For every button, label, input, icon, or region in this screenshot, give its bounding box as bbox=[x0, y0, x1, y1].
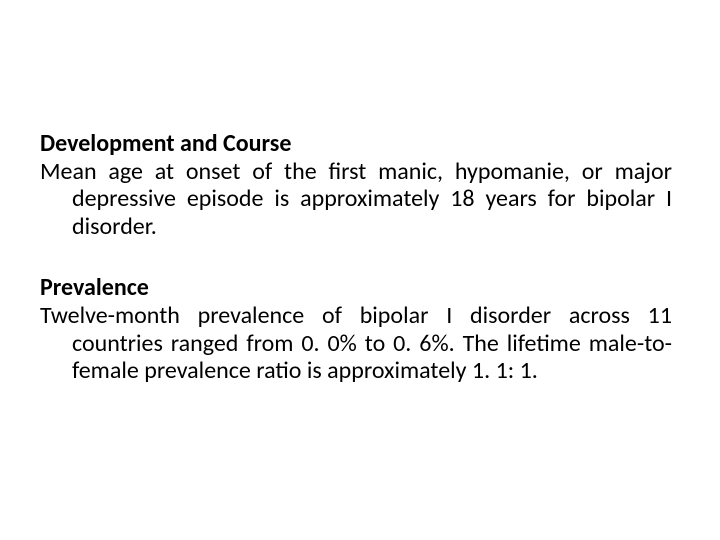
slide: Development and Course Mean age at onset… bbox=[0, 0, 720, 540]
body-prevalence: Twelve-month prevalence of bipolar I dis… bbox=[40, 302, 672, 385]
section-prevalence: Prevalence Twelve-month prevalence of bi… bbox=[40, 274, 672, 384]
section-development: Development and Course Mean age at onset… bbox=[40, 130, 672, 240]
body-development: Mean age at onset of the first manic, hy… bbox=[40, 158, 672, 241]
heading-prevalence: Prevalence bbox=[40, 274, 672, 302]
heading-development: Development and Course bbox=[40, 130, 672, 158]
